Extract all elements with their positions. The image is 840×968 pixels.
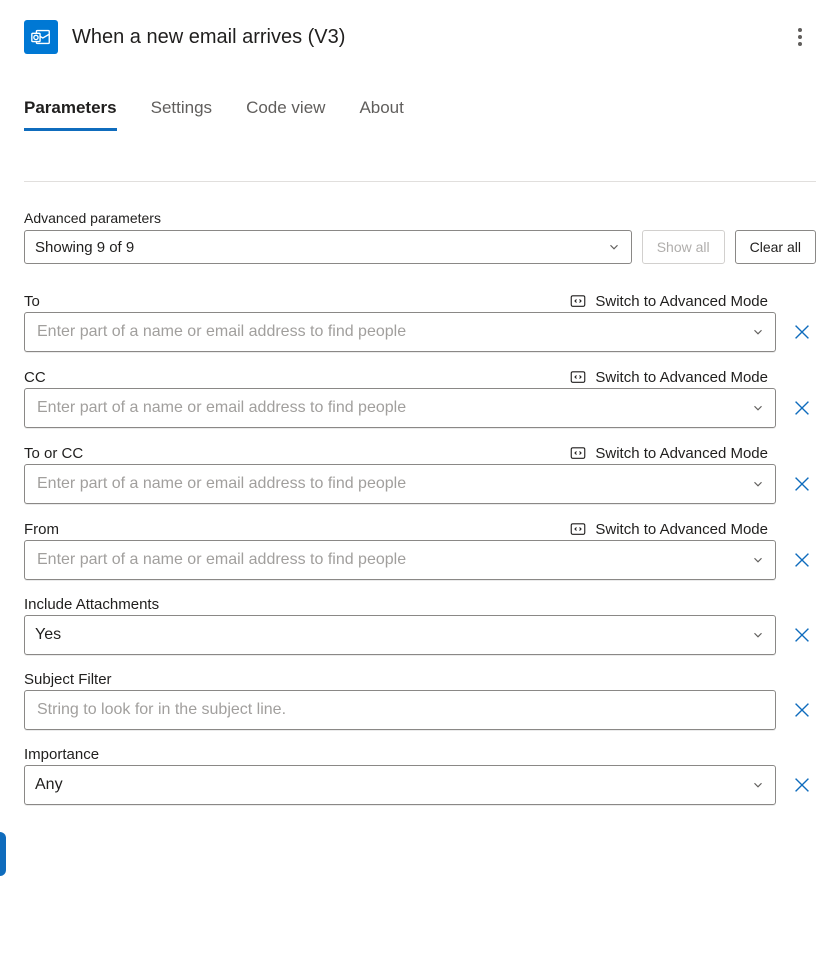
field-cc: CC Switch to Advanced Mode (24, 368, 816, 428)
chevron-down-icon (751, 401, 765, 415)
switch-advanced-mode-toorcc[interactable]: Switch to Advanced Mode (569, 444, 768, 462)
field-cc-label: CC (24, 369, 46, 386)
advanced-parameters-row: Showing 9 of 9 Show all Clear all (24, 230, 816, 264)
switch-advanced-mode-from[interactable]: Switch to Advanced Mode (569, 520, 768, 538)
advanced-parameters-label: Advanced parameters (24, 210, 816, 226)
chevron-down-icon (607, 240, 621, 254)
header: When a new email arrives (V3) (24, 20, 816, 54)
close-icon (791, 397, 813, 419)
left-edge-indicator (0, 832, 6, 876)
tab-code-view[interactable]: Code view (246, 94, 325, 131)
header-title: When a new email arrives (V3) (72, 26, 770, 49)
tab-parameters[interactable]: Parameters (24, 94, 117, 131)
remove-importance-button[interactable] (788, 771, 816, 799)
field-importance-label: Importance (24, 746, 99, 763)
field-importance: Importance Any (24, 746, 816, 805)
to-input-wrap[interactable] (24, 312, 776, 352)
tabs: Parameters Settings Code view About (24, 94, 816, 131)
more-vertical-icon (798, 28, 802, 46)
field-include-attachments: Include Attachments Yes (24, 596, 816, 655)
close-icon (791, 624, 813, 646)
remove-subject-button[interactable] (788, 696, 816, 724)
switch-advanced-mode-to[interactable]: Switch to Advanced Mode (569, 292, 768, 310)
tab-settings[interactable]: Settings (151, 94, 212, 131)
show-all-button[interactable]: Show all (642, 230, 725, 264)
toorcc-input[interactable] (35, 474, 751, 494)
field-to-or-cc: To or CC Switch to Advanced Mode (24, 444, 816, 504)
field-includeatt-label: Include Attachments (24, 596, 159, 613)
more-options-button[interactable] (784, 21, 816, 53)
field-to-label: To (24, 293, 40, 310)
field-toorcc-label: To or CC (24, 445, 83, 462)
remove-cc-button[interactable] (788, 394, 816, 422)
cc-input[interactable] (35, 398, 751, 418)
close-icon (791, 549, 813, 571)
field-subject-filter: Subject Filter (24, 671, 816, 730)
remove-toorcc-button[interactable] (788, 470, 816, 498)
switch-advanced-mode-cc[interactable]: Switch to Advanced Mode (569, 368, 768, 386)
field-from: From Switch to Advanced Mode (24, 520, 816, 580)
includeatt-value: Yes (35, 626, 751, 644)
code-icon (569, 520, 587, 538)
code-icon (569, 368, 587, 386)
outlook-logo-icon (24, 20, 58, 54)
close-icon (791, 321, 813, 343)
remove-from-button[interactable] (788, 546, 816, 574)
advanced-parameters-summary: Showing 9 of 9 (35, 239, 607, 256)
advanced-parameters-dropdown[interactable]: Showing 9 of 9 (24, 230, 632, 264)
from-input-wrap[interactable] (24, 540, 776, 580)
close-icon (791, 774, 813, 796)
chevron-down-icon (751, 778, 765, 792)
close-icon (791, 473, 813, 495)
chevron-down-icon (751, 325, 765, 339)
close-icon (791, 699, 813, 721)
remove-includeatt-button[interactable] (788, 621, 816, 649)
toorcc-input-wrap[interactable] (24, 464, 776, 504)
field-to: To Switch to Advanced Mode (24, 292, 816, 352)
cc-input-wrap[interactable] (24, 388, 776, 428)
clear-all-button[interactable]: Clear all (735, 230, 816, 264)
code-icon (569, 292, 587, 310)
remove-to-button[interactable] (788, 318, 816, 346)
chevron-down-icon (751, 477, 765, 491)
importance-select[interactable]: Any (24, 765, 776, 805)
includeatt-select[interactable]: Yes (24, 615, 776, 655)
field-from-label: From (24, 521, 59, 538)
subject-input[interactable] (35, 700, 765, 720)
to-input[interactable] (35, 322, 751, 342)
chevron-down-icon (751, 553, 765, 567)
chevron-down-icon (751, 628, 765, 642)
subject-input-wrap[interactable] (24, 690, 776, 730)
from-input[interactable] (35, 550, 751, 570)
importance-value: Any (35, 776, 751, 794)
field-subject-label: Subject Filter (24, 671, 112, 688)
code-icon (569, 444, 587, 462)
tab-about[interactable]: About (359, 94, 403, 131)
divider (24, 181, 816, 182)
